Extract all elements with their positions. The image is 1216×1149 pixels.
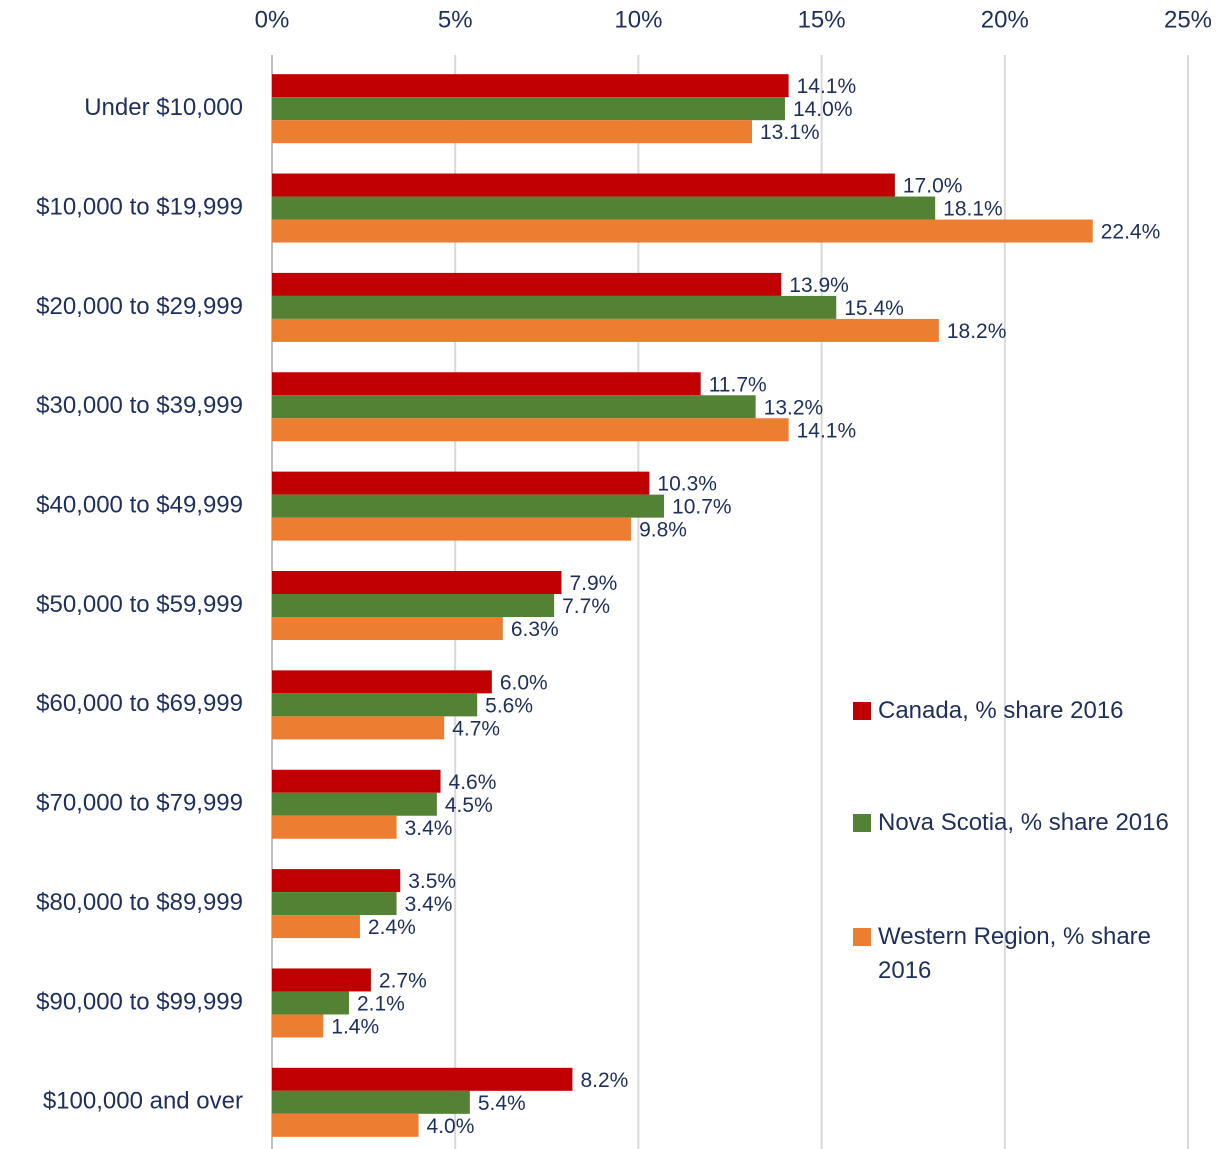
bar: [272, 120, 752, 144]
x-tick-label: 20%: [981, 6, 1029, 33]
y-tick-label: $90,000 to $99,999: [36, 988, 243, 1015]
bar: [272, 1113, 419, 1137]
data-label: 11.7%: [709, 373, 767, 396]
bar: [272, 1067, 573, 1091]
data-label: 1.4%: [331, 1016, 379, 1039]
bar: [272, 915, 360, 939]
bar: [272, 815, 397, 839]
x-tick-label: 10%: [614, 6, 662, 33]
bar: [272, 97, 785, 121]
bar: [272, 471, 650, 495]
bar: [272, 395, 756, 419]
data-label: 3.4%: [405, 893, 453, 916]
x-tick-label: 15%: [798, 6, 846, 33]
legend-label: Western Region, % share 2016: [878, 923, 1152, 984]
bar: [272, 372, 701, 396]
data-label: 4.7%: [452, 717, 500, 740]
y-tick-label: $50,000 to $59,999: [36, 591, 243, 618]
legend-item: Western Region, % share 2016: [853, 920, 1183, 988]
data-label: 4.0%: [427, 1115, 475, 1138]
data-label: 15.4%: [844, 297, 904, 320]
bar: [272, 693, 478, 717]
legend-swatch: [853, 928, 871, 946]
data-label: 3.4%: [405, 817, 453, 840]
y-tick-label: $10,000 to $19,999: [36, 193, 243, 220]
data-label: 2.7%: [379, 970, 427, 993]
legend-label: Nova Scotia, % share 2016: [878, 809, 1169, 836]
data-label: 7.7%: [562, 595, 610, 618]
data-label: 4.6%: [449, 771, 497, 794]
data-label: 2.4%: [368, 916, 416, 939]
bar: [272, 418, 789, 442]
data-label: 8.2%: [580, 1069, 628, 1092]
bar: [272, 594, 555, 617]
data-label: 14.1%: [797, 75, 857, 98]
legend-swatch: [853, 702, 871, 720]
bar: [272, 219, 1093, 243]
data-label: 9.8%: [639, 519, 687, 542]
bar: [272, 173, 895, 197]
data-label: 13.1%: [760, 121, 820, 144]
y-tick-label: $80,000 to $89,999: [36, 889, 243, 916]
data-label: 22.4%: [1101, 221, 1161, 244]
bar: [272, 892, 397, 916]
bar: [272, 272, 782, 296]
bar: [272, 1014, 324, 1038]
legend-swatch: [853, 814, 871, 832]
y-tick-label: $70,000 to $79,999: [36, 790, 243, 817]
data-label: 18.2%: [947, 320, 1007, 343]
bar: [272, 716, 445, 740]
data-label: 3.5%: [408, 870, 456, 893]
bar: [272, 617, 503, 640]
data-label: 13.9%: [789, 274, 849, 297]
data-label: 5.4%: [478, 1092, 526, 1115]
y-tick-label: $60,000 to $69,999: [36, 690, 243, 717]
y-tick-label: $100,000 and over: [43, 1088, 243, 1115]
bar: [272, 968, 371, 992]
data-label: 2.1%: [357, 993, 405, 1016]
data-label: 6.3%: [511, 618, 559, 641]
bar: [272, 792, 437, 816]
bar: [272, 571, 562, 594]
data-label: 5.6%: [485, 694, 533, 717]
bar: [272, 769, 441, 793]
data-label: 6.0%: [500, 671, 548, 694]
data-label: 13.2%: [764, 396, 824, 419]
bar: [272, 517, 632, 541]
bar: [272, 295, 837, 319]
bar: [272, 318, 939, 342]
x-tick-label: 5%: [438, 6, 473, 33]
data-label: 14.0%: [793, 98, 853, 121]
x-tick-label: 25%: [1164, 6, 1212, 33]
data-label: 4.5%: [445, 794, 493, 817]
bar: [272, 74, 789, 98]
x-tick-label: 0%: [255, 6, 290, 33]
y-tick-label: Under $10,000: [84, 94, 243, 121]
bar: [272, 1090, 470, 1114]
data-label: 14.1%: [797, 419, 857, 442]
legend-label: Canada, % share 2016: [878, 697, 1124, 724]
bar: [272, 670, 492, 694]
bar: [272, 196, 936, 220]
bar: [272, 991, 349, 1015]
data-label: 7.9%: [569, 572, 617, 595]
y-tick-label: $40,000 to $49,999: [36, 491, 243, 518]
bar: [272, 869, 401, 893]
data-label: 10.3%: [657, 473, 717, 496]
data-label: 17.0%: [903, 175, 963, 198]
y-tick-label: $20,000 to $29,999: [36, 293, 243, 320]
legend-item: Nova Scotia, % share 2016: [853, 806, 1183, 840]
legend-item: Canada, % share 2016: [853, 694, 1183, 728]
y-tick-label: $30,000 to $39,999: [36, 392, 243, 419]
bar: [272, 494, 665, 518]
data-label: 10.7%: [672, 496, 732, 519]
data-label: 18.1%: [943, 198, 1003, 221]
